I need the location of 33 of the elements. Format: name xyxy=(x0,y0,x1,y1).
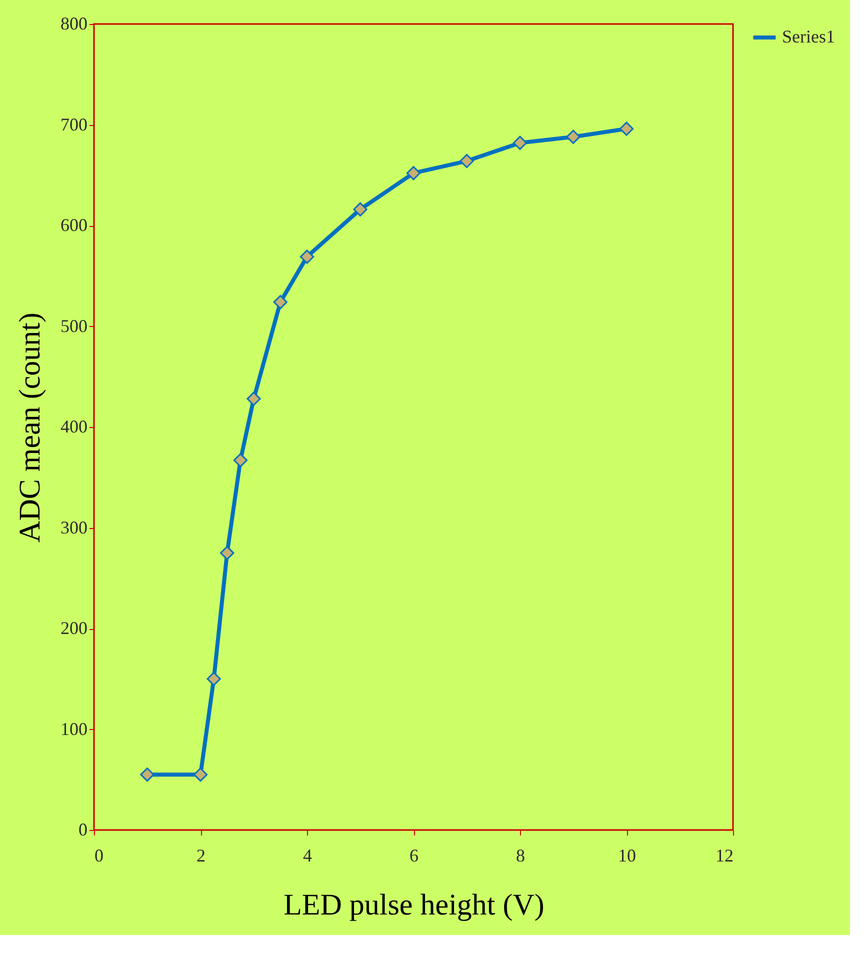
point xyxy=(406,166,421,180)
point xyxy=(619,122,634,136)
point xyxy=(220,546,234,560)
point xyxy=(246,392,261,406)
x-tick-label: 6 xyxy=(410,846,418,866)
y-tick-label: 700 xyxy=(60,114,88,134)
point xyxy=(460,154,474,168)
x-tick-label: 10 xyxy=(618,846,636,866)
point xyxy=(193,768,208,782)
x-axis-title: LED pulse height (V) xyxy=(284,888,544,922)
point xyxy=(273,294,288,310)
point xyxy=(233,453,248,468)
legend-label: Series1 xyxy=(782,26,835,46)
x-tick-label: 0 xyxy=(94,846,104,866)
y-tick-label: 0 xyxy=(78,820,88,840)
point xyxy=(566,130,580,144)
y-tick-label: 300 xyxy=(60,517,88,538)
y-axis-title: ADC mean (count) xyxy=(14,312,46,542)
y-tick-label: 200 xyxy=(60,618,88,638)
point xyxy=(206,672,221,686)
y-tick-label: 400 xyxy=(60,416,88,436)
x-tick-label: 4 xyxy=(303,846,312,866)
y-tick-label: 600 xyxy=(60,215,88,235)
point xyxy=(512,136,528,150)
point xyxy=(140,768,154,782)
y-tick-label: 500 xyxy=(60,316,88,336)
point xyxy=(300,250,314,264)
x-tick-label: 12 xyxy=(716,846,734,866)
point xyxy=(353,202,368,216)
y-tick-label: 800 xyxy=(60,14,88,34)
x-tick-label: 8 xyxy=(516,846,525,866)
x-tick-label: 2 xyxy=(196,846,206,866)
y-tick-label: 100 xyxy=(60,718,88,739)
